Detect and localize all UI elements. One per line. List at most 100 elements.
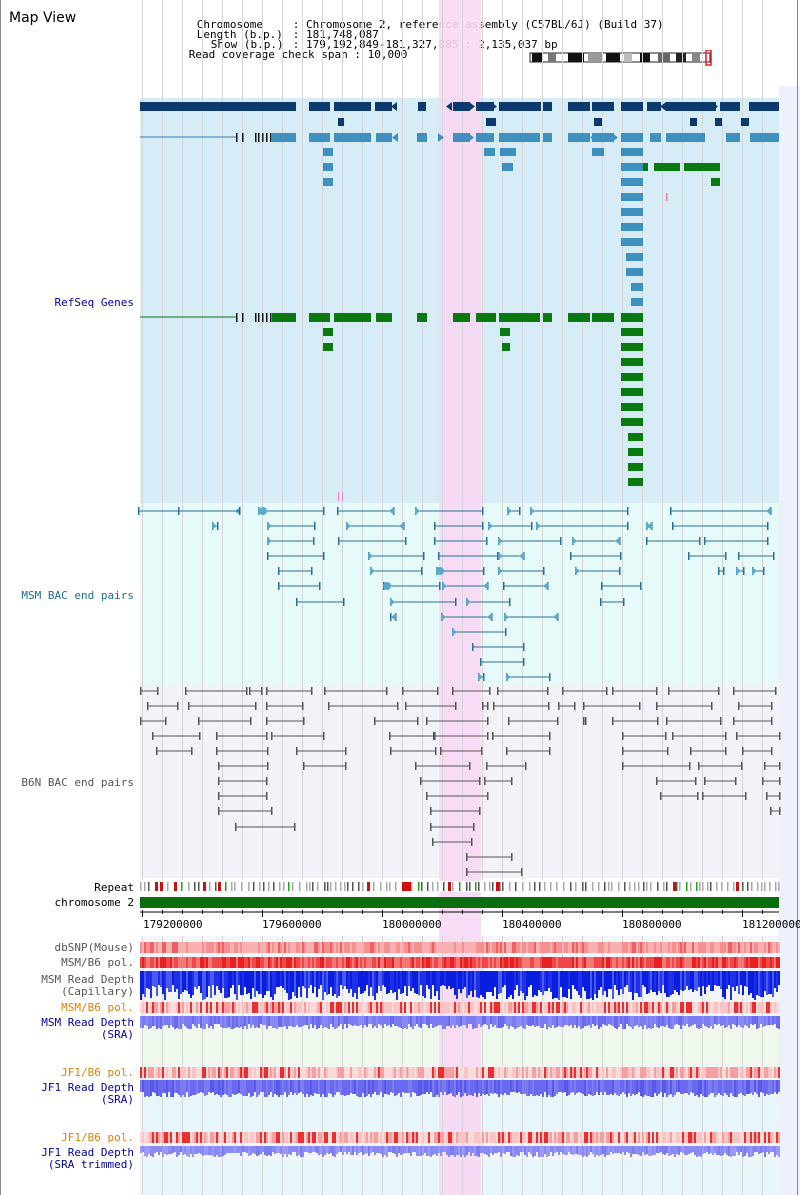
depth-bar	[766, 971, 768, 995]
dbsnp-track-label[interactable]: dbSNP(Mouse)	[54, 941, 134, 954]
heat-cell	[176, 1132, 178, 1143]
heat-cell	[344, 942, 346, 953]
depth-bar	[548, 1080, 550, 1095]
heat-cell	[140, 1132, 142, 1143]
jf1-b6-pol-trim-label[interactable]: JF1/B6 pol.	[61, 1131, 134, 1144]
depth-bar	[638, 1080, 640, 1092]
depth-bar	[318, 1146, 320, 1155]
depth-bar	[712, 1016, 714, 1029]
heat-cell	[660, 1132, 662, 1143]
bac-end	[725, 747, 727, 755]
depth-bar	[448, 1080, 450, 1094]
heat-cell	[744, 1132, 746, 1143]
heat-cell	[560, 1002, 562, 1013]
msm-depth-cap-label[interactable]: MSM Read Depth	[41, 973, 134, 986]
repeat-element	[395, 882, 397, 891]
depth-bar	[316, 1080, 318, 1094]
depth-bar	[242, 1080, 244, 1096]
heat-cell	[592, 1132, 594, 1143]
bac-end	[766, 792, 768, 800]
bac-end	[743, 567, 745, 575]
depth-bar	[184, 1080, 186, 1097]
msm-b6-pol-cap-label[interactable]: MSM/B6 pol.	[61, 956, 134, 969]
jf1-b6-pol-label[interactable]: JF1/B6 pol.	[61, 1066, 134, 1079]
heat-cell	[270, 957, 272, 968]
heat-cell	[356, 942, 358, 953]
msm-depth-sra-label[interactable]: MSM Read Depth	[41, 1016, 134, 1029]
depth-bar	[224, 1080, 226, 1094]
gene-exon	[621, 178, 643, 186]
heat-cell	[634, 942, 636, 953]
ideogram-band	[548, 53, 556, 62]
depth-bar	[542, 1146, 544, 1157]
gene-exon	[502, 343, 510, 351]
msm-bac-track-label[interactable]: MSM BAC end pairs	[21, 589, 134, 602]
heat-cell	[600, 1132, 602, 1143]
heat-cell	[142, 1067, 144, 1078]
heat-cell	[398, 1132, 400, 1143]
repeat-track-label[interactable]: Repeat	[94, 881, 134, 894]
heat-cell	[414, 1002, 416, 1013]
heat-cell	[692, 942, 694, 953]
repeat-element	[646, 882, 648, 891]
depth-bar	[320, 1146, 322, 1154]
depth-bar	[234, 1080, 236, 1095]
depth-bar	[238, 1146, 240, 1153]
heat-cell	[506, 1132, 508, 1143]
heat-cell	[650, 957, 652, 968]
jf1-depth-sra-label[interactable]: JF1 Read Depth	[41, 1081, 134, 1094]
heat-cell	[522, 1067, 524, 1078]
gene-exon	[592, 133, 614, 142]
chromosome-track-label[interactable]: chromosome 2	[54, 896, 134, 909]
bac-end-arrow	[391, 613, 396, 621]
refseq-track-label[interactable]: RefSeq Genes	[54, 296, 134, 309]
heat-cell	[274, 1132, 276, 1143]
heat-cell	[440, 1132, 442, 1143]
chromosome-ideogram[interactable]	[528, 50, 714, 66]
depth-bar	[270, 1146, 272, 1156]
heat-cell	[672, 1002, 674, 1013]
heat-cell	[268, 1002, 270, 1013]
b6n-bac-track-label[interactable]: B6N BAC end pairs	[21, 776, 134, 789]
bac-end	[266, 792, 268, 800]
depth-bar	[432, 1146, 434, 1155]
heat-cell	[202, 1002, 204, 1013]
depth-bar	[714, 1080, 716, 1097]
depth-bar	[776, 1146, 778, 1155]
heat-cell	[430, 1002, 432, 1013]
heat-cell	[516, 1002, 518, 1013]
depth-bar	[496, 1146, 498, 1153]
heat-cell	[750, 1067, 752, 1078]
depth-bar	[210, 1080, 212, 1093]
depth-bar	[166, 1080, 168, 1097]
depth-bar	[728, 1016, 730, 1025]
depth-bar	[428, 1016, 430, 1028]
heat-cell	[180, 957, 182, 968]
depth-bar	[320, 971, 322, 985]
depth-bar	[158, 1146, 160, 1155]
depth-bar	[622, 1146, 624, 1152]
msm-b6-pol-sra-label[interactable]: MSM/B6 pol.	[61, 1001, 134, 1014]
heat-cell	[160, 1067, 162, 1078]
depth-bar	[702, 1146, 704, 1154]
depth-bar	[358, 1146, 360, 1153]
heat-cell	[702, 1132, 704, 1143]
heat-cell	[720, 942, 722, 953]
heat-cell	[394, 942, 396, 953]
jf1-depth-trim-label[interactable]: JF1 Read Depth	[41, 1146, 134, 1159]
bac-end	[497, 687, 499, 695]
depth-bar	[372, 1016, 374, 1028]
heat-cell	[236, 1132, 238, 1143]
heat-cell	[504, 1067, 506, 1078]
heat-cell	[482, 1132, 484, 1143]
heat-cell	[338, 1132, 340, 1143]
repeat-element	[529, 882, 531, 891]
heat-cell	[432, 942, 434, 953]
heat-cell	[586, 1132, 588, 1143]
depth-bar	[216, 1146, 218, 1155]
depth-bar	[196, 1016, 198, 1028]
heat-cell	[312, 1132, 314, 1143]
gene-exon	[500, 328, 510, 336]
repeat-element	[727, 882, 729, 891]
